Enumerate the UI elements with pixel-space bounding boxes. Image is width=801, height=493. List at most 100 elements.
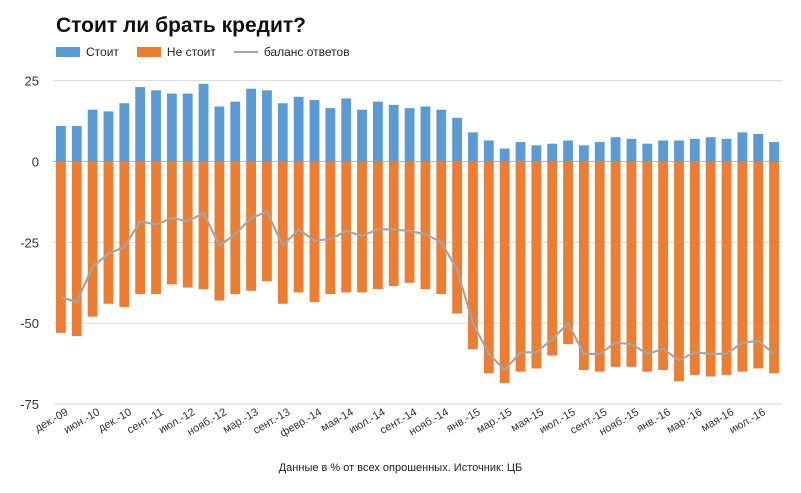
bar-stoit [357,109,367,162]
bar-ne-stoit [705,161,716,377]
bar-stoit [642,143,653,162]
bar-stoit [293,96,304,162]
bar-stoit [103,111,114,162]
bar-ne-stoit [610,161,621,367]
bar-ne-stoit [547,161,558,356]
bar-ne-stoit [372,161,383,290]
x-tick-label: июн.-10 [62,406,102,436]
bar-stoit [689,138,700,162]
bar-ne-stoit [119,161,130,307]
source-note: Данные в % от всех опрошенных. Источник:… [278,462,523,474]
bar-stoit [515,142,526,162]
bar-stoit [325,108,336,162]
bar-stoit [56,125,66,162]
bar-ne-stoit [737,161,748,372]
y-axis-ticks: 25 0 -25 -50 -75 [20,74,39,412]
legend-swatch-balance [233,51,258,53]
y-tick-label: -50 [20,316,39,331]
x-tick-label: мар.-16 [665,406,705,436]
bar-ne-stoit [56,161,66,333]
bar-ne-stoit [452,161,463,314]
bar-ne-stoit [182,161,193,288]
legend-label-balance: баланс ответов [263,45,350,59]
bar-ne-stoit [769,161,779,374]
bar-stoit [594,142,605,162]
bar-stoit [246,88,257,162]
bar-ne-stoit [166,161,177,285]
bar-stoit [658,140,669,162]
bars-ne-stoit [56,161,779,383]
bar-stoit [753,133,764,162]
bar-ne-stoit [420,161,431,290]
bar-stoit [610,137,621,162]
bar-stoit [420,106,431,162]
bar-ne-stoit [642,161,653,372]
bar-ne-stoit [325,161,336,295]
bar-stoit [499,148,510,162]
bar-ne-stoit [483,161,494,374]
bar-stoit [547,143,558,162]
bar-stoit [214,106,225,162]
x-axis-ticks: дек.-09июн.-10дек.-10сент.-11июл.-12нояб… [33,406,768,439]
bar-stoit [721,138,732,162]
bar-ne-stoit [658,161,669,371]
legend-swatch-ne-stoit [136,47,161,57]
bar-ne-stoit [309,161,320,303]
bar-ne-stoit [388,161,399,286]
chart-legend: Стоит Не стоит баланс ответов [56,45,368,59]
bar-stoit [119,103,130,162]
bar-stoit [372,101,383,162]
bar-ne-stoit [71,161,82,337]
bar-stoit [71,125,82,162]
y-tick-label: -75 [20,397,39,412]
bar-stoit [388,104,399,162]
bar-ne-stoit [151,161,161,295]
bar-stoit [198,83,209,162]
bar-stoit [452,117,463,162]
legend-item-stoit: Стоит [56,45,119,59]
bar-ne-stoit [262,161,272,282]
bar-stoit [468,132,478,162]
bar-ne-stoit [246,161,257,291]
bar-stoit [483,140,494,162]
legend-label-stoit: Стоит [86,45,119,59]
bar-stoit [674,140,684,162]
bar-ne-stoit [293,161,304,293]
balance-line-path [60,210,775,372]
bar-ne-stoit [198,161,209,290]
bar-stoit [166,93,177,162]
bar-ne-stoit [578,161,589,371]
bar-ne-stoit [357,161,367,293]
x-tick-label: мар.-15 [475,406,515,436]
bar-ne-stoit [563,161,573,345]
bar-ne-stoit [230,161,241,295]
bar-ne-stoit [103,161,114,304]
bar-ne-stoit [674,161,684,382]
bar-ne-stoit [515,161,526,372]
bar-ne-stoit [404,161,415,283]
bar-ne-stoit [341,161,352,293]
bar-stoit [341,98,352,162]
legend-item-balance: баланс ответов [233,45,350,59]
bar-stoit [277,103,288,162]
bar-stoit [705,137,716,162]
bar-stoit [135,87,146,162]
bar-stoit [626,138,637,162]
chart-title: Стоит ли брать кредит? [56,14,306,37]
y-tick-label: 0 [32,154,39,169]
legend-swatch-stoit [56,47,80,57]
bar-ne-stoit [626,161,637,367]
bar-stoit [151,90,161,162]
legend-label-ne-stoit: Не стоит [166,45,216,59]
bar-ne-stoit [499,161,510,383]
bar-stoit [230,101,241,162]
bar-stoit [578,145,589,162]
bar-stoit [404,108,415,162]
bars-stoit [56,83,779,162]
y-tick-label: -25 [20,235,39,250]
legend-item-ne-stoit: Не стоит [136,45,216,59]
bar-ne-stoit [531,161,542,369]
bar-stoit [262,90,272,162]
bar-ne-stoit [87,161,98,317]
